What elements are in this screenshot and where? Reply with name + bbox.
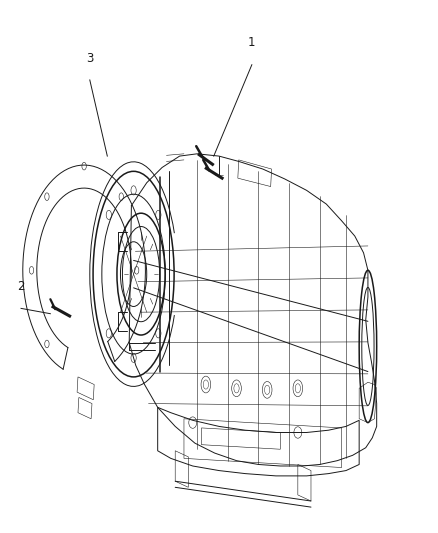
Text: 1: 1 [248,36,256,50]
Text: 3: 3 [86,52,93,64]
Text: 2: 2 [17,280,25,293]
